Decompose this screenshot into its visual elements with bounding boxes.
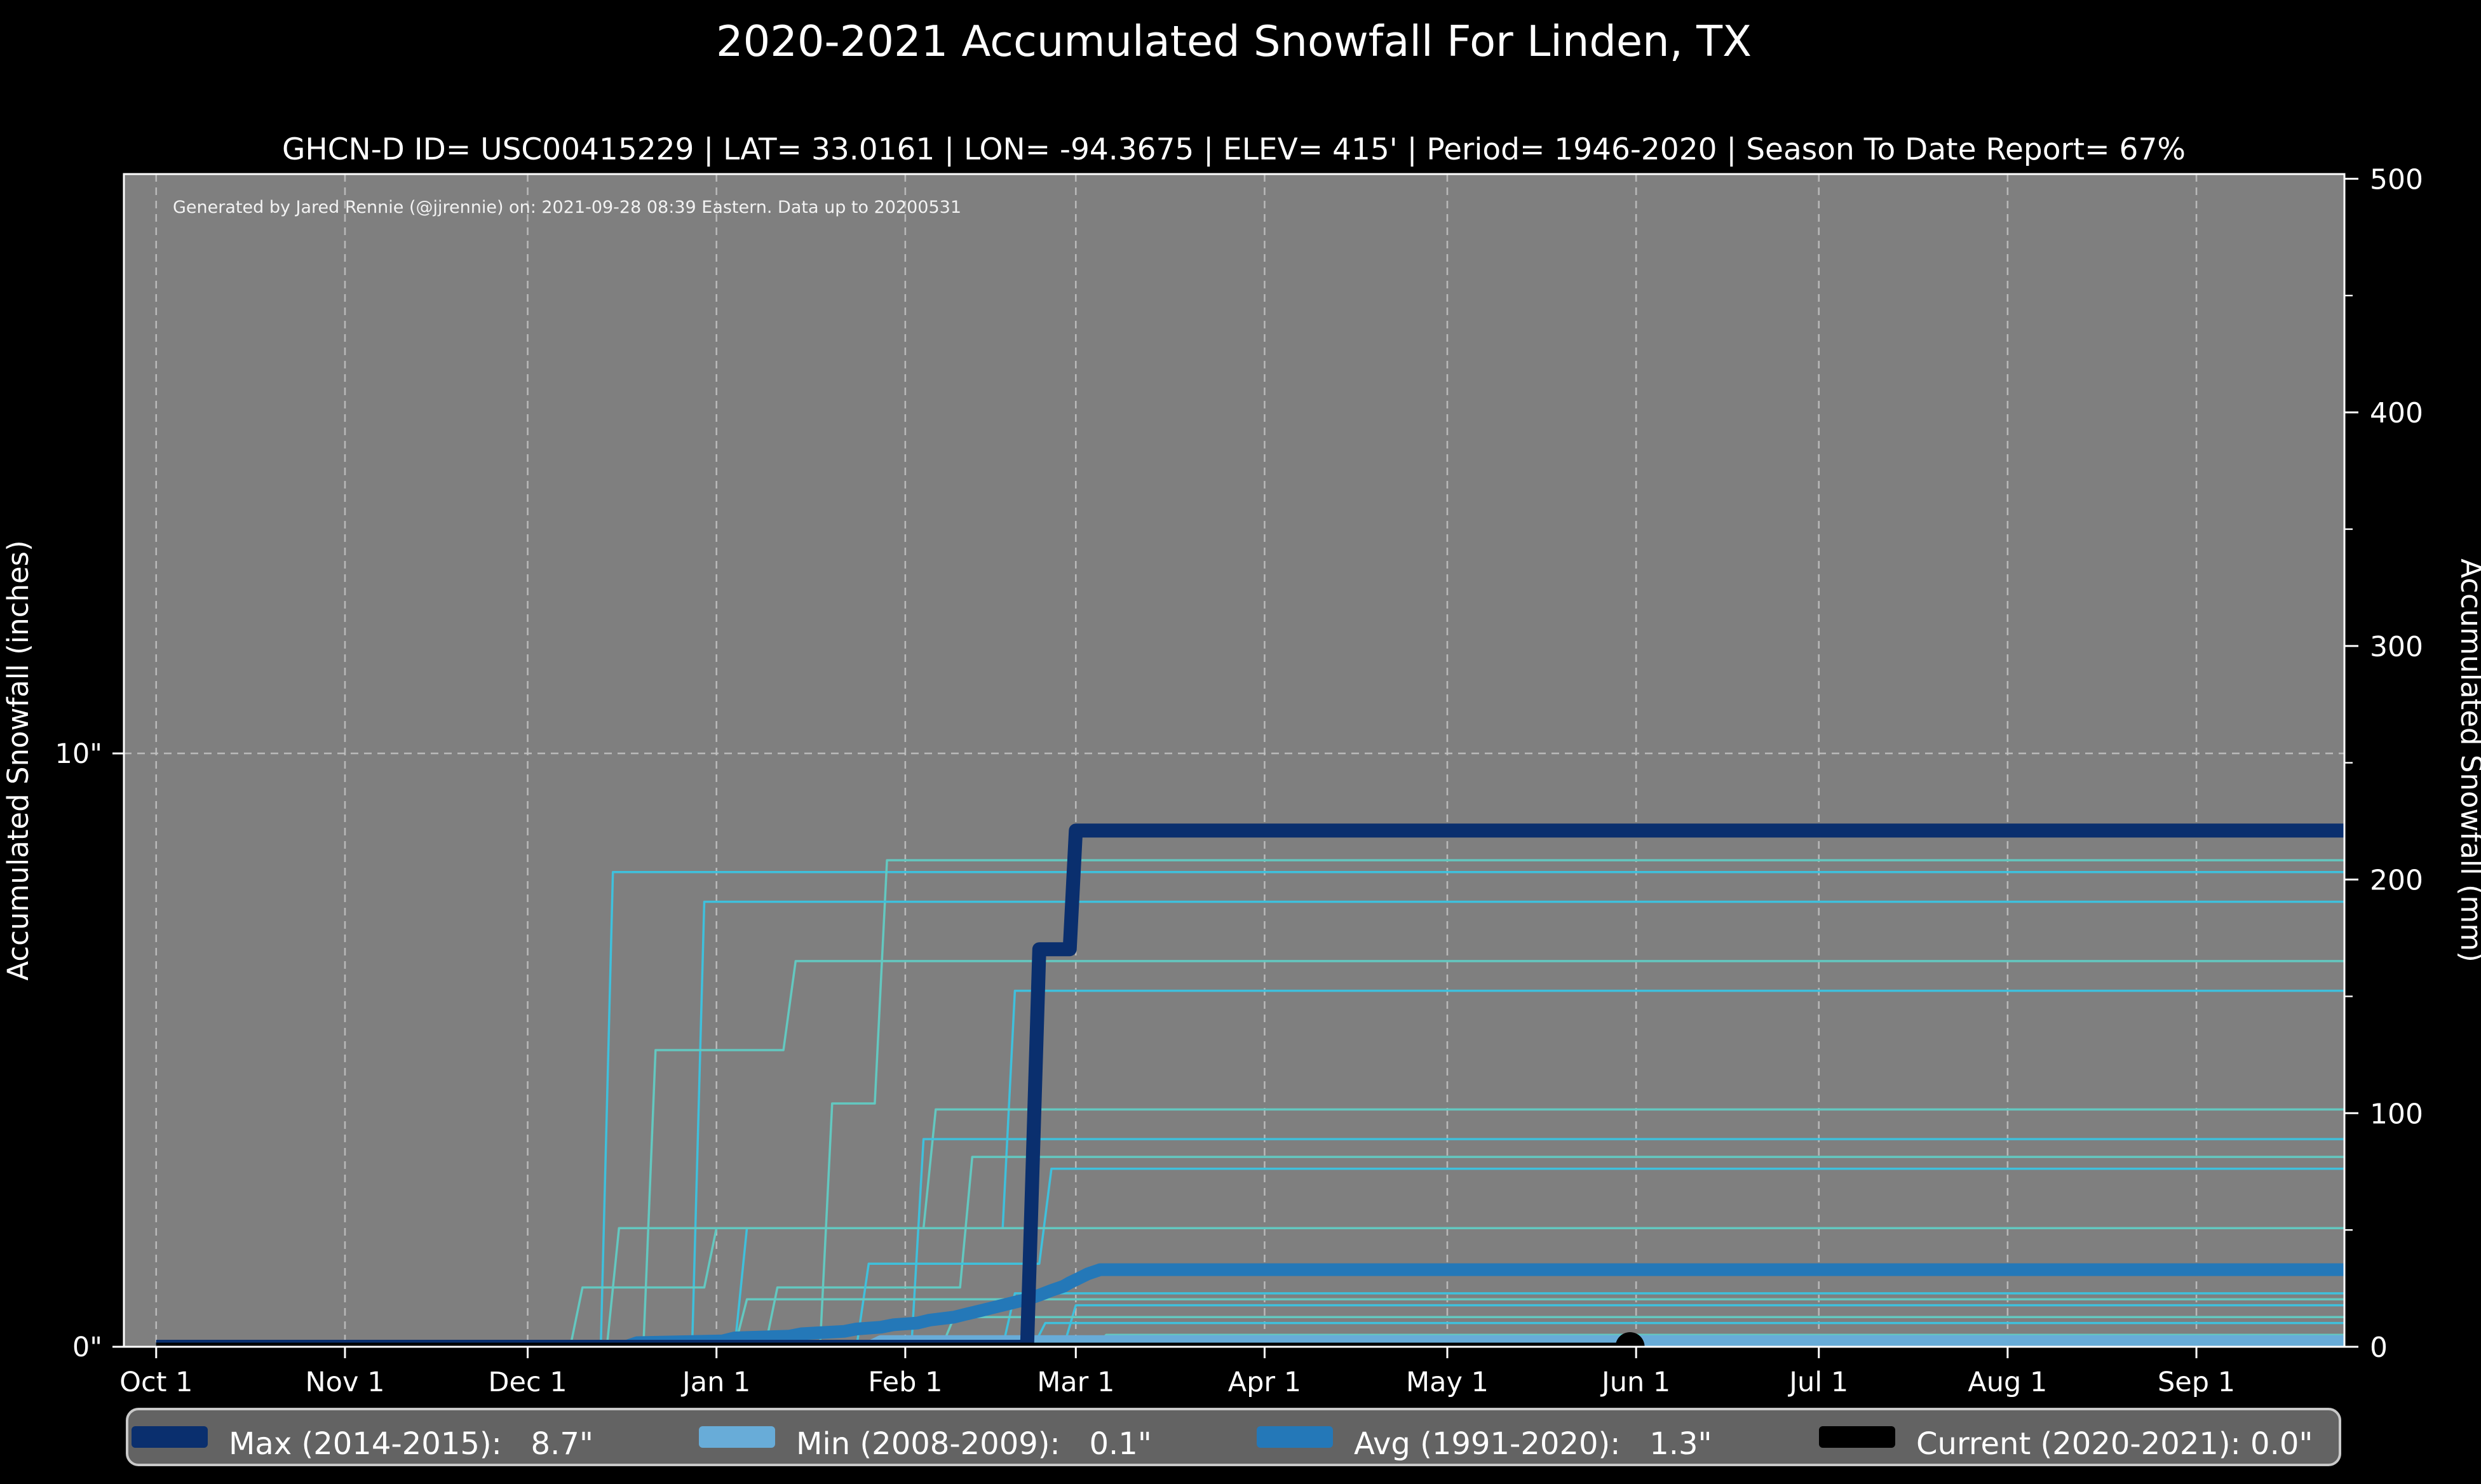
- legend-swatch-min: [699, 1426, 775, 1448]
- historical-year-line: [156, 1316, 2344, 1347]
- historical-year-line: [156, 960, 2344, 1347]
- y-axis-label-left: Accumulated Snowfall (inches): [1, 540, 35, 980]
- legend-label-max: Max (2014-2015): 8.7": [229, 1426, 593, 1462]
- historical-year-line: [156, 859, 2344, 1347]
- y-tick-label-left: 0": [72, 1332, 102, 1363]
- legend-item-current: Current (2020-2021): 0.0": [1819, 1426, 2313, 1462]
- historical-year-line: [156, 1304, 2344, 1347]
- x-tick-label: Nov 1: [305, 1366, 384, 1398]
- legend-item-avg: Avg (1991-2020): 1.3": [1257, 1426, 1712, 1462]
- historical-year-line: [156, 1138, 2344, 1347]
- legend-swatch-current: [1819, 1426, 1895, 1448]
- historical-year-line: [156, 1168, 2344, 1347]
- legend-swatch-avg: [1257, 1426, 1333, 1448]
- chart-subtitle: GHCN-D ID= USC00415229 | LAT= 33.0161 | …: [282, 132, 2186, 167]
- x-tick-label: May 1: [1406, 1366, 1489, 1398]
- series-layer: [156, 823, 2344, 1347]
- x-tick-label: Jul 1: [1787, 1366, 1848, 1398]
- legend-item-max: Max (2014-2015): 8.7": [132, 1426, 593, 1462]
- legend-item-min: Min (2008-2009): 0.1": [699, 1426, 1152, 1462]
- legend-box: [126, 1408, 2341, 1466]
- x-tick-label: Jun 1: [1600, 1366, 1670, 1398]
- legend-label-min: Min (2008-2009): 0.1": [796, 1426, 1152, 1462]
- y-tick-label-left: 10": [55, 738, 103, 770]
- legend-swatch-max: [132, 1426, 208, 1448]
- historical-year-line: [156, 871, 2344, 1347]
- current-end-marker: [1615, 1332, 1645, 1347]
- grid-layer: [124, 174, 2344, 1347]
- historical-year-line: [156, 1292, 2344, 1347]
- x-tick-label: Oct 1: [119, 1366, 193, 1398]
- y-tick-label-right: 0: [2370, 1332, 2388, 1364]
- y-axis-label-right: Accumulated Snowfall (mm): [2454, 558, 2481, 962]
- y-tick-label-right: 500: [2370, 163, 2423, 196]
- historical-year-line: [156, 1227, 2344, 1347]
- axes-layer: Oct 1 Nov 1 Dec 1 Jan 1 Feb 1 Mar 1 Apr 1 May 1…: [55, 163, 2423, 1398]
- y-tick-label-right: 200: [2370, 865, 2423, 897]
- legend-label-current: Current (2020-2021): 0.0": [1916, 1426, 2313, 1462]
- historical-year-line: [156, 900, 2344, 1347]
- generated-by-note: Generated by Jared Rennie (@jjrennie) on…: [173, 198, 961, 217]
- max-line: [156, 823, 2344, 1347]
- y-tick-label-right: 100: [2370, 1098, 2423, 1130]
- legend: Max (2014-2015): 8.7" Min (2008-2009): 0…: [126, 1408, 2341, 1466]
- historical-year-line: [156, 1156, 2344, 1347]
- plot-area: [124, 174, 2344, 1347]
- legend-label-avg: Avg (1991-2020): 1.3": [1354, 1426, 1712, 1462]
- historical-year-line: [156, 1298, 2344, 1347]
- x-tick-label: Sep 1: [2158, 1366, 2235, 1398]
- x-tick-label: Mar 1: [1037, 1366, 1114, 1398]
- historical-year-line: [156, 1321, 2344, 1347]
- x-tick-label: Aug 1: [1968, 1366, 2047, 1398]
- x-tick-label: Feb 1: [868, 1366, 942, 1398]
- y-tick-label-right: 300: [2370, 631, 2423, 663]
- chart-title: 2020-2021 Accumulated Snowfall For Linde…: [716, 17, 1752, 66]
- avg-line: [156, 1263, 2344, 1347]
- x-tick-label: Apr 1: [1228, 1366, 1301, 1398]
- y-tick-label-right: 400: [2370, 397, 2423, 429]
- x-tick-label: Dec 1: [488, 1366, 567, 1398]
- plot-spines: [123, 173, 2346, 1348]
- x-tick-label: Jan 1: [680, 1366, 750, 1398]
